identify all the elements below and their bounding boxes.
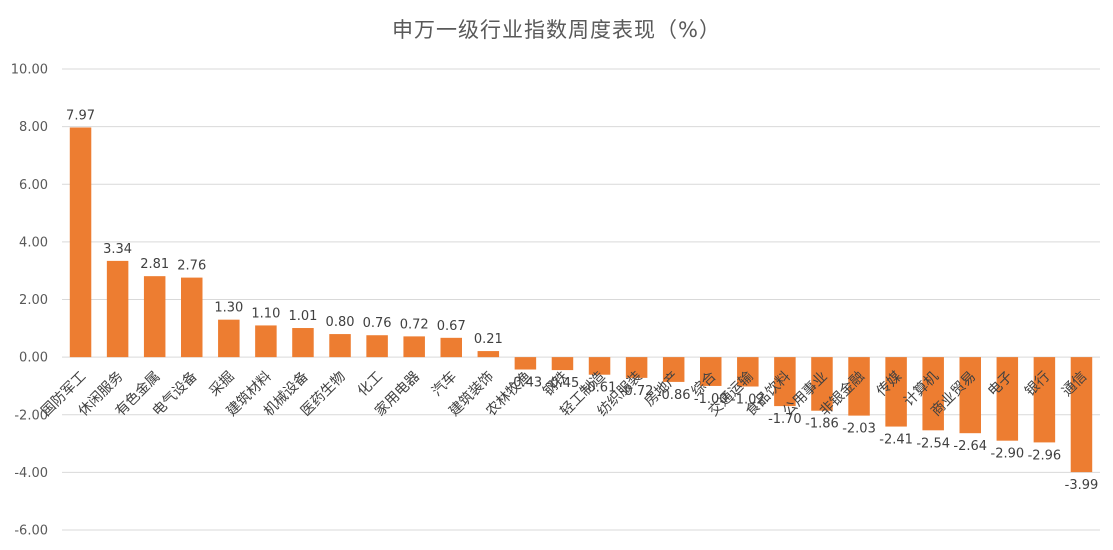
bar	[774, 357, 796, 407]
y-tick-label: -2.00	[14, 408, 48, 423]
bar	[514, 357, 537, 370]
data-label: -0.43	[509, 376, 543, 391]
data-label: 0.80	[326, 315, 355, 330]
bar	[180, 277, 203, 358]
bar	[588, 357, 611, 375]
bar	[218, 319, 240, 358]
data-label: -1.00	[694, 392, 728, 407]
data-label: 3.34	[103, 242, 132, 257]
bar	[69, 127, 92, 358]
bar	[255, 325, 277, 358]
category-label: 钢铁	[540, 369, 571, 400]
bar	[477, 351, 500, 358]
bar	[737, 357, 759, 387]
bar	[551, 357, 574, 371]
data-label: -1.02	[731, 393, 765, 408]
bar	[959, 357, 982, 434]
data-label: -2.96	[1028, 448, 1062, 463]
y-tick-label: 8.00	[19, 120, 48, 135]
bar	[699, 357, 722, 386]
bar	[996, 357, 1019, 441]
y-tick-label: -4.00	[14, 466, 48, 481]
category-label: 汽车	[428, 368, 460, 400]
data-label: 1.10	[251, 306, 280, 321]
data-label: -0.72	[620, 384, 654, 399]
data-label: 0.76	[363, 316, 392, 331]
data-label: 2.81	[140, 257, 169, 272]
y-tick-label: 4.00	[19, 235, 48, 250]
y-tick-label: 10.00	[11, 63, 48, 78]
data-label: -0.45	[546, 376, 580, 391]
bar	[662, 357, 685, 382]
data-label: 1.01	[288, 309, 317, 324]
category-label: 采掘	[207, 369, 238, 400]
y-tick-label: -6.00	[14, 524, 48, 539]
data-label: -1.86	[805, 417, 839, 432]
y-axis-tick-labels: 10.00 8.00 6.00 4.00 2.00 0.00 -2.00 -4.00 -6.00	[11, 63, 48, 539]
data-label: 0.72	[400, 317, 429, 332]
chart-title: 申万一级行业指数周度表现（%）	[392, 18, 721, 42]
data-labels: 7.97 3.34 2.81 2.76 1.30 1.10 1.01 0.80 0.76 0.72…	[66, 108, 1098, 493]
data-label: -0.61	[583, 381, 617, 396]
data-label: -2.54	[916, 436, 950, 451]
data-label: -3.99	[1065, 478, 1099, 493]
data-label: -1.70	[768, 412, 802, 427]
data-label: -2.03	[842, 422, 876, 437]
bar	[403, 336, 425, 358]
y-tick-label: 2.00	[19, 293, 48, 308]
gridlines	[62, 68, 1100, 531]
bar	[143, 276, 166, 358]
data-label: 0.67	[437, 319, 466, 334]
bars	[69, 127, 1093, 473]
data-label: 0.21	[474, 332, 503, 347]
category-label: 化工	[355, 369, 386, 400]
data-label: 2.76	[177, 259, 206, 274]
bar	[329, 334, 351, 358]
bar	[922, 357, 944, 431]
data-label: 1.30	[214, 301, 243, 316]
y-tick-label: 0.00	[19, 351, 48, 366]
data-label: -0.86	[657, 388, 691, 403]
bar	[625, 357, 648, 378]
y-tick-label: 6.00	[19, 178, 48, 193]
data-label: -2.64	[953, 439, 987, 454]
bar	[1070, 357, 1093, 473]
bar	[1033, 357, 1056, 443]
data-label: 7.97	[66, 108, 95, 123]
data-label: -2.90	[991, 447, 1025, 462]
bar	[292, 328, 314, 358]
bar	[885, 357, 907, 427]
bar	[106, 260, 129, 358]
data-label: -2.41	[879, 433, 913, 448]
bar	[440, 337, 463, 358]
bar	[366, 335, 388, 358]
bar	[811, 357, 833, 411]
bar	[848, 357, 870, 416]
